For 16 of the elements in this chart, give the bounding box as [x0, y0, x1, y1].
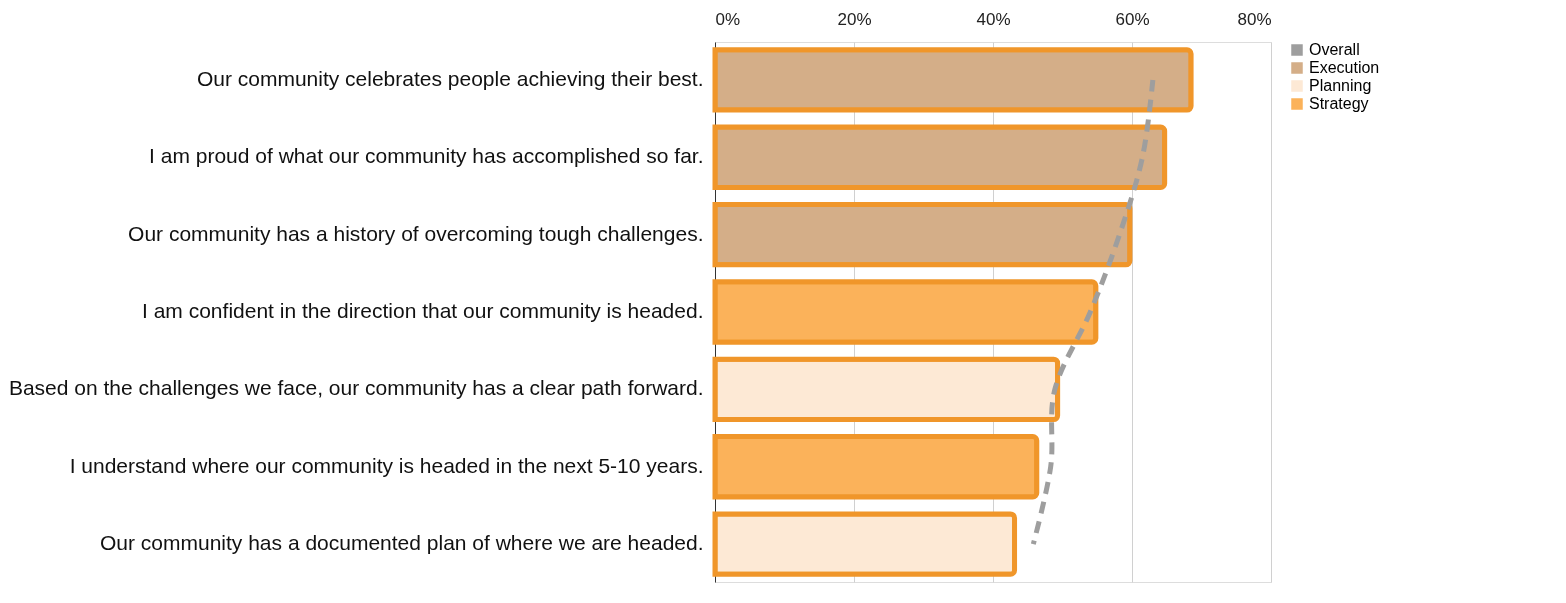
y-tick-label: Our community has a documented plan of where we are headed. [99, 531, 704, 555]
legend-label: Overall [1309, 41, 1360, 58]
y-tick-label: I understand where our community is headed in the next 5-10 years. [69, 453, 704, 477]
legend-label: Execution [1309, 59, 1380, 76]
x-tick-label: 20% [837, 9, 872, 29]
y-tick-label: Our community has a history of overcoming tough challenges. [128, 221, 704, 245]
legend-label: Strategy [1309, 95, 1369, 112]
y-tick-label: Based on the challenges we face, our community has a clear path forward. [8, 376, 704, 400]
x-tick-label: 60% [1115, 9, 1150, 29]
x-tick-label: 80% [1237, 9, 1272, 29]
y-tick-label: Our community celebrates people achieving their best. [196, 66, 704, 90]
legend-label: Planning [1309, 77, 1372, 94]
y-tick-label: I am confident in the direction that our community is headed. [142, 299, 704, 322]
y-tick-label: I am proud of what our community has accomplished so far. [149, 144, 704, 168]
x-tick-label: 0% [715, 9, 741, 29]
x-tick-label: 40% [976, 9, 1011, 29]
